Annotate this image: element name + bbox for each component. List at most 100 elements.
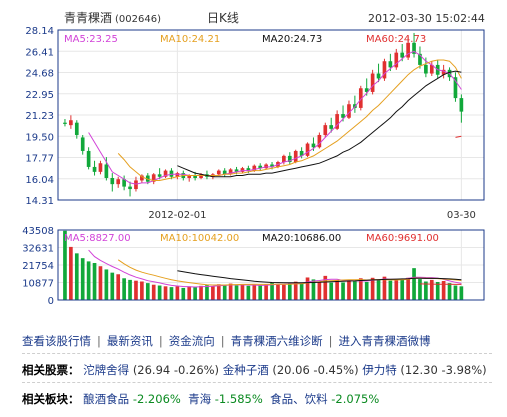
divider — [22, 382, 492, 383]
candle-body — [418, 53, 422, 65]
volume-y-tick-label: 21754 — [22, 261, 54, 272]
volume-bar — [264, 284, 268, 300]
volume-bar — [222, 285, 227, 300]
volume-bar — [447, 283, 452, 300]
related-stock-detail: (20.06 -0.45%) — [272, 363, 359, 377]
price-frame — [57, 29, 485, 201]
volume-bar — [175, 286, 180, 300]
candle-body — [364, 88, 369, 92]
price-y-tick-label: 21.23 — [25, 111, 54, 122]
volume-legend: MA5:8827.00 MA10:10042.00 MA20:10686.00 MA6… — [64, 233, 439, 244]
candle-body — [264, 164, 268, 169]
volume-bar — [370, 277, 375, 300]
related-stock-detail: (26.94 -0.26%) — [132, 363, 220, 377]
volume-bar — [69, 246, 73, 300]
related-sector-name[interactable]: 食品、饮料 — [270, 392, 328, 406]
volume-bar — [270, 282, 274, 300]
link-news[interactable]: 最新资讯 — [106, 334, 153, 348]
volume-bar — [86, 261, 91, 300]
link-quote[interactable]: 查看该股行情 — [22, 334, 91, 348]
link-weibo[interactable]: 进入青青稞酒微博 — [338, 334, 431, 348]
volume-bar — [293, 281, 298, 300]
candle-body — [145, 175, 150, 182]
price-x-tick-label: 2012-02-01 — [148, 210, 206, 221]
link-diagnosis[interactable]: 青青稞酒六维诊断 — [230, 334, 323, 348]
volume-bar — [323, 275, 328, 300]
candle-body — [134, 180, 138, 190]
volume-bar — [258, 285, 263, 300]
volume-bar — [145, 283, 150, 300]
price-y-tick-label: 17.77 — [25, 154, 54, 165]
volume-ma5-line — [88, 249, 462, 288]
candle-body — [193, 175, 197, 178]
volume-bar — [181, 287, 186, 300]
candle-body — [80, 137, 85, 151]
candle-body — [222, 170, 227, 175]
price-ma-lines — [88, 50, 462, 185]
related-stock-name[interactable]: 伊力特 — [362, 363, 397, 377]
candle-body — [128, 186, 132, 190]
volume-bar — [169, 287, 174, 300]
candle-body — [429, 64, 434, 74]
related-stock-name[interactable]: 沱牌舍得 — [83, 363, 130, 377]
volume-bar — [104, 269, 109, 300]
volume-bar — [128, 279, 132, 300]
volume-bar — [341, 282, 345, 300]
price-legend-ma20: MA20:24.73 — [262, 34, 322, 45]
volume-y-tick-label: 43508 — [22, 226, 54, 237]
volume-legend-ma10: MA10:10042.00 — [160, 233, 239, 244]
candle-body — [335, 114, 339, 129]
candle-body — [341, 114, 345, 118]
candle-body — [305, 143, 310, 156]
volume-y-tick-label: 32631 — [22, 244, 54, 255]
related-sectors-label: 相关板块： — [22, 392, 80, 406]
candle-body — [370, 73, 375, 92]
price-x-tick-label: 03-30 — [447, 210, 476, 221]
volume-y-tick-label: 0 — [48, 296, 54, 307]
price-y-tick-label: 16.04 — [25, 175, 54, 186]
related-stocks-row: 相关股票： 沱牌舍得 (26.94 -0.26%) 金种子酒 (20.06 -0… — [22, 362, 487, 378]
candle-body — [400, 52, 405, 58]
volume-bar — [276, 283, 280, 300]
related-sector-name[interactable]: 酿酒食品 — [83, 392, 130, 406]
candle-body — [388, 61, 393, 68]
volume-bar — [92, 262, 97, 300]
candle-body — [240, 168, 245, 172]
candle-body — [394, 52, 399, 68]
volume-ma-lines — [88, 249, 462, 288]
candle-body — [234, 169, 239, 172]
candle-body — [258, 165, 263, 169]
candle-body — [169, 170, 174, 177]
candle-body — [424, 64, 428, 74]
volume-bar — [110, 272, 115, 300]
volume-bar — [412, 268, 416, 300]
volume-ma10-line — [117, 259, 462, 286]
candle-body — [329, 125, 334, 129]
volume-bar — [287, 282, 292, 300]
stock-name: 青青稞酒 — [64, 11, 112, 25]
candle-body — [358, 88, 363, 108]
candle-body — [92, 166, 97, 172]
volume-bar — [157, 285, 162, 300]
link-fund-flow[interactable]: 资金流向 — [168, 334, 215, 348]
volume-bar — [163, 286, 168, 300]
divider — [22, 353, 492, 354]
related-stock-name[interactable]: 金种子酒 — [222, 363, 269, 377]
candle-body — [441, 69, 446, 75]
price-legend-ma10: MA10:24.21 — [160, 34, 220, 45]
volume-bar — [74, 253, 79, 300]
price-legend-ma5: MA5:23.25 — [64, 34, 118, 45]
link-separator: | — [328, 334, 333, 348]
related-sector-name[interactable]: 青海 — [188, 392, 212, 406]
chart-kind: 日K线 — [207, 11, 239, 25]
candle-body — [293, 150, 298, 163]
volume-bar — [382, 276, 387, 300]
volume-ma60-line — [419, 283, 462, 285]
candle-body — [459, 98, 464, 112]
volume-y-tick-label: 10877 — [22, 279, 54, 290]
related-stock-detail: (12.30 -3.98%) — [400, 363, 487, 377]
price-candles — [63, 32, 464, 197]
candle-body — [311, 143, 316, 148]
candle-body — [299, 150, 304, 156]
candle-body — [453, 77, 458, 99]
